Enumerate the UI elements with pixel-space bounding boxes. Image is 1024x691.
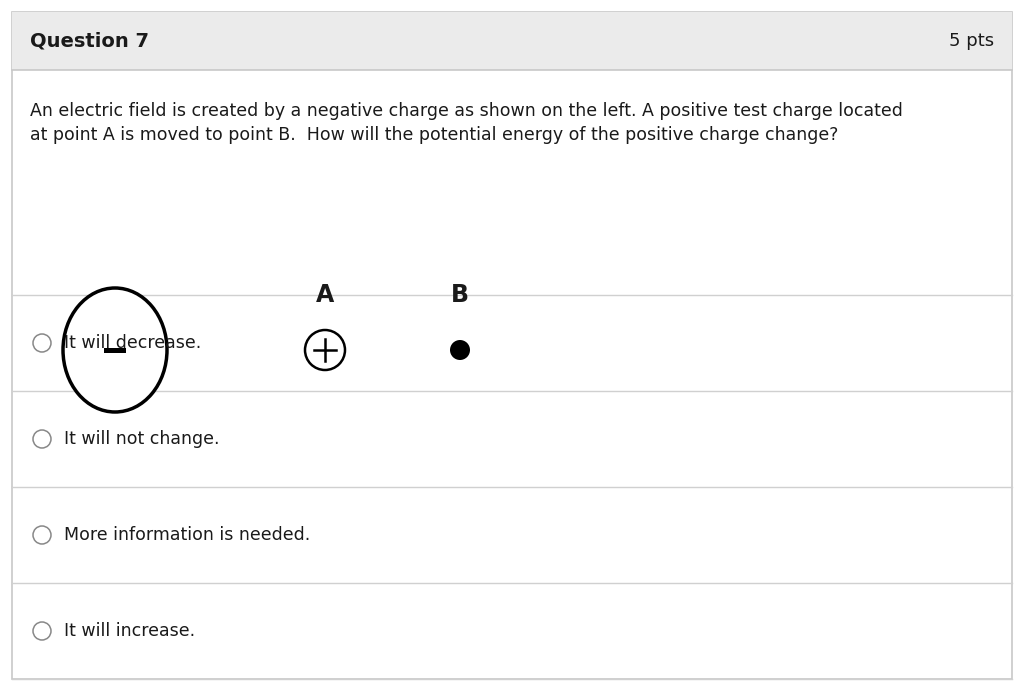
Circle shape: [33, 526, 51, 544]
Text: B: B: [451, 283, 469, 307]
Text: 5 pts: 5 pts: [949, 32, 994, 50]
Text: Question 7: Question 7: [30, 32, 150, 50]
Circle shape: [33, 430, 51, 448]
Circle shape: [305, 330, 345, 370]
Text: More information is needed.: More information is needed.: [63, 526, 310, 544]
Bar: [104, 348, 126, 352]
Ellipse shape: [63, 288, 167, 412]
Text: An electric field is created by a negative charge as shown on the left. A positi: An electric field is created by a negati…: [30, 102, 903, 120]
Text: It will decrease.: It will decrease.: [63, 334, 202, 352]
Bar: [12, 12, 1012, 70]
Circle shape: [33, 334, 51, 352]
Circle shape: [33, 622, 51, 640]
Text: A: A: [315, 283, 334, 307]
Text: It will not change.: It will not change.: [63, 430, 219, 448]
Circle shape: [450, 340, 470, 360]
Text: It will increase.: It will increase.: [63, 622, 196, 640]
Text: at point A is moved to point B.  How will the potential energy of the positive c: at point A is moved to point B. How will…: [30, 126, 839, 144]
